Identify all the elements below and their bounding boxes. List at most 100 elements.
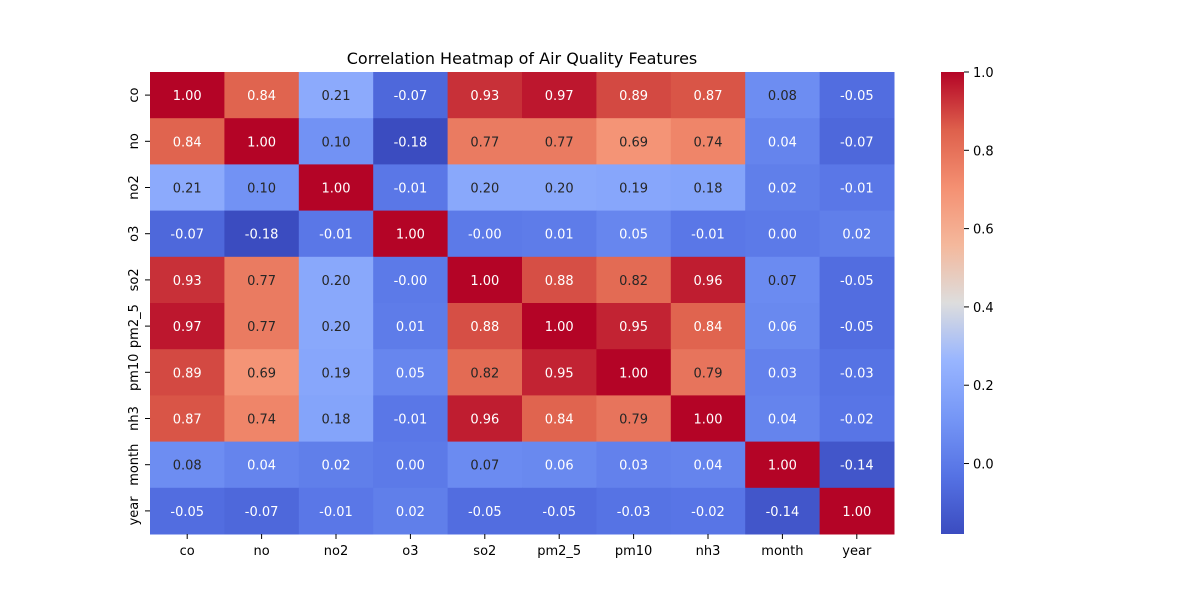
heatmap-cell-year-so2 — [447, 487, 523, 535]
cell-label-pm2_5-o3: 0.01 — [396, 320, 425, 335]
cell-label-pm2_5-month: 0.06 — [768, 320, 797, 335]
heatmap-cell-so2-o3 — [373, 256, 449, 304]
cell-label-pm10-pm2_5: 0.95 — [545, 366, 574, 381]
cell-label-co-o3: -0.07 — [394, 89, 428, 104]
heatmap-cell-month-month — [745, 441, 821, 489]
heatmap-cell-nh3-nh3 — [670, 395, 746, 443]
cell-label-o3-pm10: 0.05 — [619, 228, 648, 243]
x-tick-label-month: month — [761, 544, 803, 559]
heatmap-cell-o3-no2 — [298, 210, 374, 258]
cell-label-pm2_5-nh3: 0.84 — [694, 320, 723, 335]
y-tick-label-co: co — [127, 88, 142, 103]
heatmap-cell-pm10-so2 — [447, 349, 523, 396]
heatmap-cell-year-pm2_5 — [522, 487, 597, 535]
heatmap-cell-no2-no2 — [298, 164, 374, 212]
cell-label-pm2_5-pm2_5: 1.00 — [545, 320, 574, 335]
heatmap-cell-no2-o3 — [373, 164, 449, 212]
y-tick-label-nh3: nh3 — [127, 406, 142, 431]
cell-label-so2-co: 0.93 — [173, 274, 202, 289]
cell-label-so2-pm10: 0.82 — [619, 274, 648, 289]
heatmap-cell-no2-nh3 — [670, 164, 746, 212]
cell-label-month-no: 0.04 — [247, 459, 276, 474]
cell-label-month-nh3: 0.04 — [694, 459, 723, 474]
cell-label-pm10-month: 0.03 — [768, 366, 797, 381]
cell-label-no-nh3: 0.74 — [694, 135, 723, 150]
cell-label-pm10-co: 0.89 — [173, 366, 202, 381]
cell-label-month-co: 0.08 — [173, 459, 202, 474]
heatmap-cell-year-no — [224, 487, 300, 535]
cell-label-year-pm10: -0.03 — [617, 505, 651, 520]
heatmap-cells — [150, 72, 895, 535]
heatmap-cell-so2-year — [819, 256, 895, 304]
cell-label-pm2_5-no: 0.77 — [247, 320, 276, 335]
colorbar-gradient — [941, 72, 964, 534]
cell-label-year-year: 1.00 — [842, 505, 871, 520]
y-tick-label-no2: no2 — [127, 175, 142, 199]
colorbar: 0.0 0.2 0.4 0.6 0.8 1.0 — [941, 66, 994, 534]
heatmap-cell-month-no2 — [298, 441, 374, 489]
cell-label-nh3-pm2_5: 0.84 — [545, 413, 574, 428]
cell-annotations: 1.00 0.84 0.21 -0.07 0.93 0.97 0.89 0.87 0.08 -0.… — [170, 89, 873, 520]
cell-label-no-pm10: 0.69 — [619, 135, 648, 150]
heatmap-cell-pm10-nh3 — [670, 349, 746, 396]
cell-label-so2-no: 0.77 — [247, 274, 276, 289]
heatmap-cell-nh3-no — [224, 395, 300, 443]
cell-label-o3-month: 0.00 — [768, 228, 797, 243]
heatmap-cell-so2-no — [224, 256, 300, 304]
heatmap-cell-pm2_5-no2 — [298, 303, 374, 350]
cell-label-so2-pm2_5: 0.88 — [545, 274, 574, 289]
heatmap-cell-month-pm2_5 — [522, 441, 597, 489]
x-tick-label-nh3: nh3 — [696, 544, 721, 559]
cell-label-no2-nh3: 0.18 — [694, 182, 723, 197]
heatmap-cell-no2-no — [224, 164, 300, 212]
heatmap-cell-so2-pm10 — [596, 256, 672, 304]
heatmap-cell-pm2_5-pm2_5 — [522, 303, 597, 350]
cell-label-no-no: 1.00 — [247, 135, 276, 150]
heatmap-cell-co-no — [224, 72, 300, 119]
heatmap-cell-so2-no2 — [298, 256, 374, 304]
cell-label-co-pm2_5: 0.97 — [545, 89, 574, 104]
heatmap-cell-o3-nh3 — [670, 210, 746, 258]
heatmap-cell-no2-pm2_5 — [522, 164, 597, 212]
heatmap-cell-co-no2 — [298, 72, 374, 119]
heatmap-cell-no2-so2 — [447, 164, 523, 212]
cell-label-so2-nh3: 0.96 — [694, 274, 723, 289]
cell-label-pm10-pm10: 1.00 — [619, 366, 648, 381]
heatmap-cell-no-no — [224, 118, 300, 165]
heatmap-cell-pm10-o3 — [373, 349, 449, 396]
cell-label-year-month: -0.14 — [766, 505, 800, 520]
heatmap-cell-no-pm2_5 — [522, 118, 597, 165]
colorbar-tick-label-3: 0.6 — [973, 223, 994, 238]
cell-label-pm10-no2: 0.19 — [322, 366, 351, 381]
heatmap-cell-nh3-pm2_5 — [522, 395, 597, 443]
x-tick-label-so2: so2 — [473, 544, 496, 559]
heatmap-cell-pm10-no2 — [298, 349, 374, 396]
cell-label-nh3-nh3: 1.00 — [694, 413, 723, 428]
heatmap-cell-nh3-year — [819, 395, 895, 443]
heatmap-cell-o3-pm2_5 — [522, 210, 597, 258]
cell-label-month-so2: 0.07 — [470, 459, 499, 474]
heatmap-cell-year-year — [819, 487, 895, 535]
colorbar-tick-label-4: 0.8 — [973, 144, 994, 159]
heatmap-cell-month-year — [819, 441, 895, 489]
x-tick-label-o3: o3 — [402, 544, 418, 559]
heatmap-cell-so2-month — [745, 256, 821, 304]
heatmap-cell-no-o3 — [373, 118, 449, 165]
y-tick-label-pm2_5: pm2_5 — [127, 304, 142, 348]
x-tick-label-pm10: pm10 — [615, 544, 652, 559]
heatmap-cell-month-co — [150, 441, 225, 489]
cell-label-no-month: 0.04 — [768, 135, 797, 150]
cell-label-month-o3: 0.00 — [396, 459, 425, 474]
heatmap-cell-no-year — [819, 118, 895, 165]
cell-label-no2-co: 0.21 — [173, 182, 202, 197]
cell-label-no-no2: 0.10 — [322, 135, 351, 150]
cell-label-pm2_5-pm10: 0.95 — [619, 320, 648, 335]
heatmap-cell-month-nh3 — [670, 441, 746, 489]
heatmap-cell-pm2_5-pm10 — [596, 303, 672, 350]
heatmap-cell-co-co — [150, 72, 225, 119]
heatmap-cell-no2-pm10 — [596, 164, 672, 212]
cell-label-so2-no2: 0.20 — [322, 274, 351, 289]
heatmap-cell-pm10-no — [224, 349, 300, 396]
cell-label-year-so2: -0.05 — [468, 505, 502, 520]
cell-label-co-no2: 0.21 — [322, 89, 351, 104]
